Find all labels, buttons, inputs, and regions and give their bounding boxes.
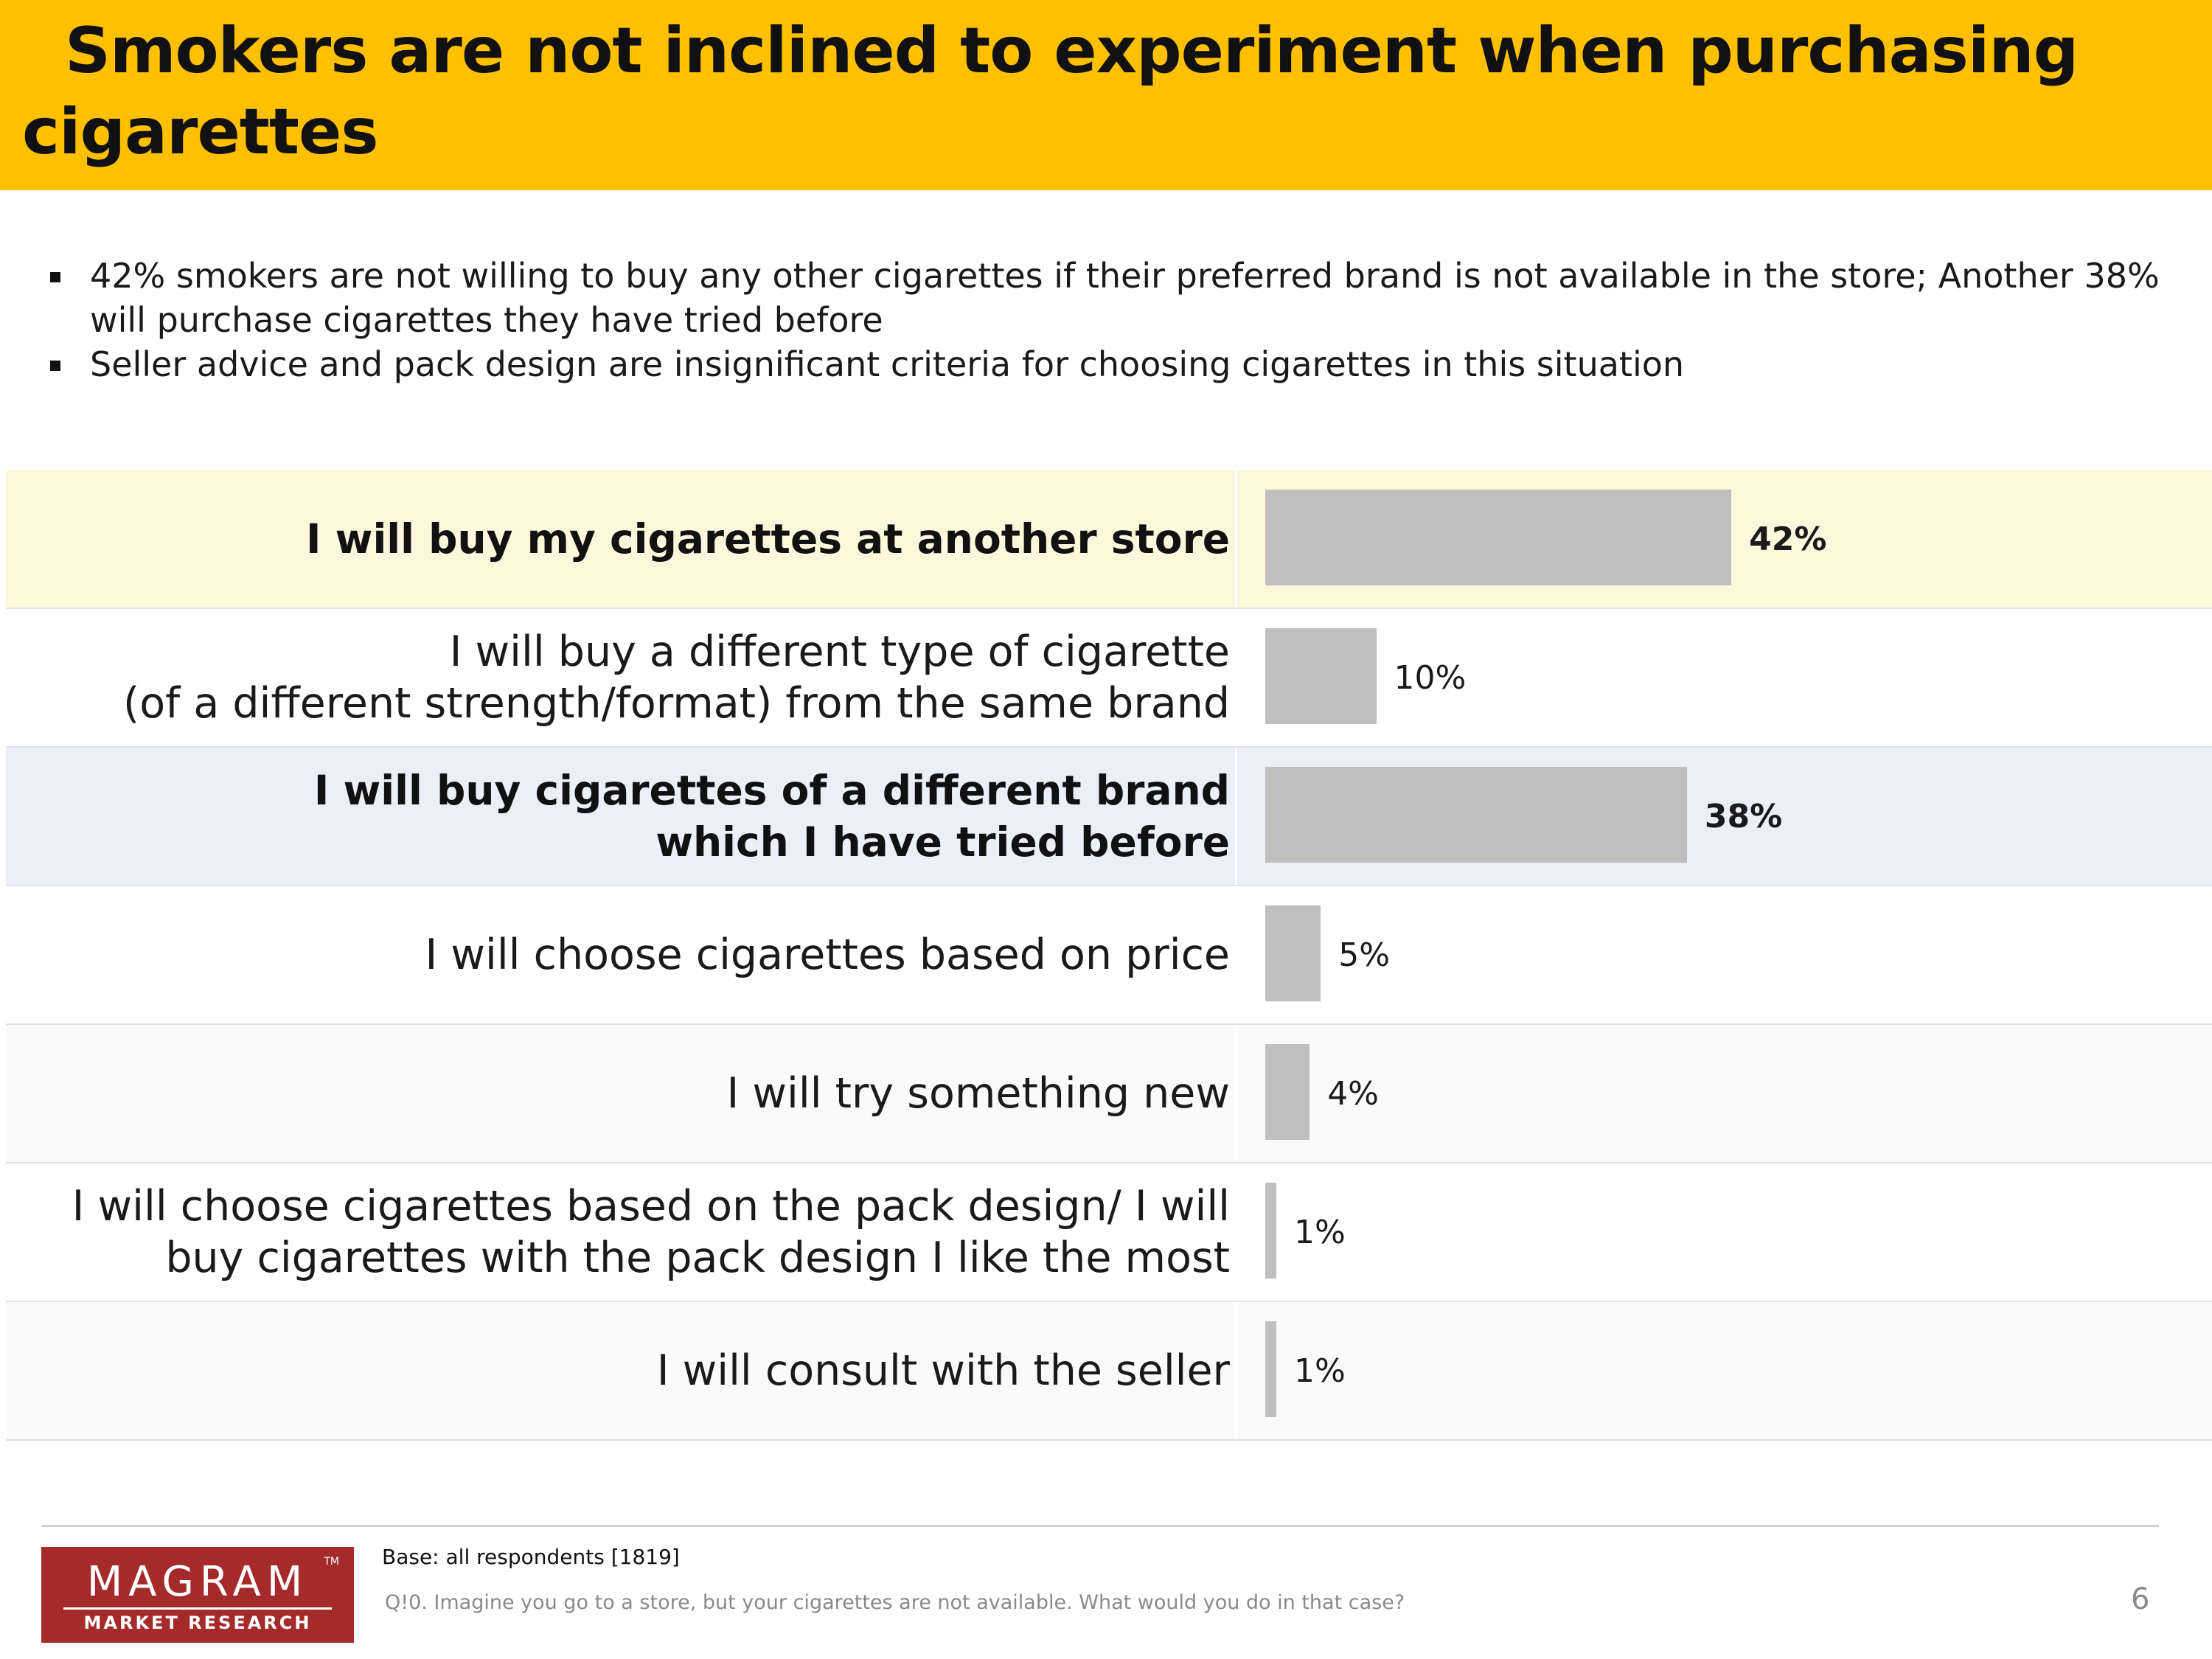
logo-trademark: TM [324, 1556, 339, 1568]
category-label: I will choose cigarettes based on the pa… [72, 1182, 1230, 1282]
slide-title-line-2: cigarettes [22, 95, 379, 169]
row-divider [6, 608, 2212, 609]
title-bar: Smokers are not inclined to experiment w… [0, 0, 2212, 190]
square-bullet-icon [50, 361, 60, 371]
slide-title-line-1: Smokers are not inclined to experiment w… [65, 14, 2079, 88]
bar [1265, 767, 1687, 863]
chart-row: I will buy cigarettes of a different bra… [6, 748, 2212, 886]
chart-row: I will consult with the seller 1% [6, 1302, 2212, 1441]
column-separator [1235, 748, 1237, 886]
row-divider [6, 1439, 2212, 1441]
square-bullet-icon [50, 272, 60, 282]
row-divider [6, 1301, 2212, 1302]
slide-title: Smokers are not inclined to experiment w… [22, 10, 2190, 173]
footer-divider [41, 1525, 2159, 1527]
bar [1265, 1183, 1277, 1279]
base-note: Base: all respondents [1819] [382, 1545, 680, 1569]
chart-row: I will try something new 4% [6, 1025, 2212, 1164]
bar [1265, 1321, 1277, 1417]
category-label: I will consult with the seller [656, 1346, 1230, 1395]
logo-subtitle: MARKET RESEARCH [83, 1613, 312, 1633]
logo-divider [63, 1607, 332, 1610]
logo-name: MAGRAM [86, 1558, 309, 1606]
key-finding-item: 42% smokers are not willing to buy any o… [44, 254, 2168, 342]
column-separator [1235, 470, 1237, 609]
column-separator [1235, 1164, 1237, 1302]
value-label: 10% [1394, 658, 1467, 697]
column-separator [1235, 1025, 1237, 1164]
value-label: 1% [1294, 1213, 1346, 1251]
row-divider [6, 1023, 2212, 1025]
row-divider [6, 885, 2212, 886]
column-separator [1235, 886, 1237, 1025]
value-label: 5% [1338, 936, 1391, 974]
chart-row: I will choose cigarettes based on the pa… [6, 1164, 2212, 1302]
bar [1265, 1044, 1310, 1140]
bar [1265, 490, 1732, 585]
category-label: I will buy a different type of cigarette… [123, 627, 1230, 728]
value-label: 38% [1704, 797, 1783, 835]
row-divider [6, 1162, 2212, 1164]
key-finding-text: Seller advice and pack design are insign… [90, 344, 1685, 384]
question-note: Q!0. Imagine you go to a store, but your… [385, 1591, 1405, 1614]
category-label: I will try something new [726, 1069, 1230, 1118]
column-separator [1235, 609, 1237, 748]
bar [1265, 628, 1377, 724]
category-label: I will buy cigarettes of a different bra… [313, 767, 1230, 866]
column-separator [1235, 1302, 1237, 1441]
bar [1265, 905, 1321, 1001]
key-finding-item: Seller advice and pack design are insign… [44, 342, 2168, 386]
key-finding-text: 42% smokers are not willing to buy any o… [90, 256, 2160, 340]
value-label: 42% [1749, 520, 1827, 558]
category-label: I will choose cigarettes based on price [425, 931, 1230, 979]
page-number: 6 [2131, 1582, 2150, 1616]
chart-row: I will buy my cigarettes at another stor… [6, 470, 2212, 609]
value-label: 1% [1294, 1352, 1346, 1390]
key-findings-list: 42% smokers are not willing to buy any o… [44, 254, 2168, 386]
row-divider [6, 746, 2212, 748]
category-label: I will buy my cigarettes at another stor… [306, 515, 1230, 563]
value-label: 4% [1327, 1074, 1379, 1113]
magram-logo: MAGRAM TM MARKET RESEARCH [41, 1547, 354, 1643]
chart-row: I will choose cigarettes based on price 5… [6, 886, 2212, 1025]
bar-chart: I will buy my cigarettes at another stor… [6, 470, 2212, 1441]
chart-row: I will buy a different type of cigarette… [6, 609, 2212, 748]
